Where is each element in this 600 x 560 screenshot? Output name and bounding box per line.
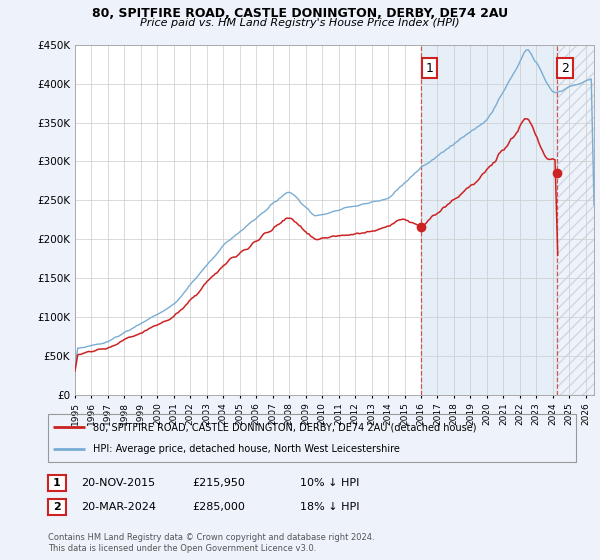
Text: 20-MAR-2024: 20-MAR-2024 bbox=[81, 502, 156, 512]
Text: 18% ↓ HPI: 18% ↓ HPI bbox=[300, 502, 359, 512]
Text: HPI: Average price, detached house, North West Leicestershire: HPI: Average price, detached house, Nort… bbox=[93, 444, 400, 454]
Text: £285,000: £285,000 bbox=[192, 502, 245, 512]
Text: 1: 1 bbox=[425, 62, 433, 74]
Text: 10% ↓ HPI: 10% ↓ HPI bbox=[300, 478, 359, 488]
Text: 2: 2 bbox=[561, 62, 569, 74]
Bar bbox=[421, 45, 557, 395]
Text: £215,950: £215,950 bbox=[192, 478, 245, 488]
Text: 80, SPITFIRE ROAD, CASTLE DONINGTON, DERBY, DE74 2AU (detached house): 80, SPITFIRE ROAD, CASTLE DONINGTON, DER… bbox=[93, 422, 476, 432]
Text: Contains HM Land Registry data © Crown copyright and database right 2024.
This d: Contains HM Land Registry data © Crown c… bbox=[48, 533, 374, 553]
Bar bbox=[557, 45, 600, 395]
Text: 2: 2 bbox=[53, 502, 61, 512]
Text: 20-NOV-2015: 20-NOV-2015 bbox=[81, 478, 155, 488]
Text: 1: 1 bbox=[53, 478, 61, 488]
Text: 80, SPITFIRE ROAD, CASTLE DONINGTON, DERBY, DE74 2AU: 80, SPITFIRE ROAD, CASTLE DONINGTON, DER… bbox=[92, 7, 508, 20]
Text: Price paid vs. HM Land Registry's House Price Index (HPI): Price paid vs. HM Land Registry's House … bbox=[140, 18, 460, 29]
